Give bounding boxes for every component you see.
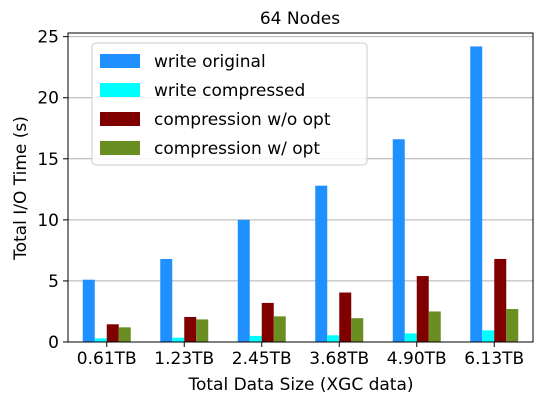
x-tick-label: 6.13TB: [464, 349, 524, 369]
bar: [82, 279, 95, 342]
legend-box: [91, 42, 368, 166]
x-tick-label: 3.68TB: [309, 349, 369, 369]
legend: write original write compressed compressio…: [91, 42, 368, 166]
bar: [404, 333, 417, 342]
bar: [482, 330, 495, 342]
legend-label: compression w/ opt: [154, 139, 320, 159]
x-tick-label: 2.45TB: [232, 349, 292, 369]
bar: [118, 327, 131, 342]
y-tick-label: 10: [37, 211, 59, 231]
bar: [160, 258, 173, 342]
bar: [237, 219, 250, 342]
legend-swatch: [100, 141, 140, 155]
legend-label: write original: [154, 52, 266, 72]
bar: [327, 335, 340, 342]
bar: [172, 337, 185, 342]
x-tick-label: 4.90TB: [387, 349, 447, 369]
y-axis-title: Total I/O Time (s): [11, 116, 31, 261]
x-axis-title: Total Data Size (XGC data): [187, 375, 413, 395]
legend-swatch: [100, 112, 140, 126]
chart-title: 64 Nodes: [260, 9, 340, 29]
x-tick-label: 0.61TB: [77, 349, 137, 369]
bar: [315, 185, 328, 342]
bars-group: [82, 46, 519, 342]
bar: [261, 302, 274, 342]
bar: [392, 139, 405, 342]
legend-swatch: [100, 54, 140, 68]
legend-label: write compressed: [154, 81, 305, 101]
y-tick-label: 15: [37, 150, 59, 170]
bar: [106, 324, 119, 342]
bar: [428, 311, 441, 342]
bar: [94, 338, 107, 342]
y-tick-label: 0: [48, 333, 59, 353]
legend-swatch: [100, 83, 140, 97]
bar: [249, 335, 262, 342]
x-tick-label: 1.23TB: [154, 349, 214, 369]
bar: [273, 316, 286, 342]
y-tick-label: 25: [37, 28, 59, 48]
bar: [470, 46, 483, 342]
bar: [196, 319, 209, 342]
y-tick-label: 5: [48, 272, 59, 292]
bar: [506, 309, 519, 342]
bar: [184, 316, 197, 342]
bar: [339, 292, 352, 342]
plot-frame: [67, 32, 534, 343]
bar: [494, 258, 507, 342]
bar: [351, 318, 364, 342]
y-tick-label: 20: [37, 89, 59, 109]
bar: [416, 276, 429, 342]
x-axis: 0.61TB 1.23TB 2.45TB 3.68TB 4.90TB 6.13TB: [77, 342, 524, 369]
y-axis: 0 5 10 15 20 25: [37, 28, 68, 353]
legend-label: compression w/o opt: [154, 110, 331, 130]
